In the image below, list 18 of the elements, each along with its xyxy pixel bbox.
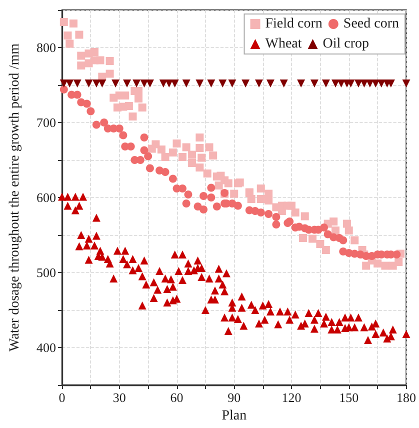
legend-label: Seed corn [343, 16, 400, 32]
x-tick-label: 90 [228, 390, 241, 405]
x-tick-label: 150 [339, 390, 359, 405]
legend-label: Wheat [265, 36, 302, 52]
x-tick-label: 30 [112, 390, 126, 405]
x-tick-label: 180 [396, 390, 416, 405]
x-axis-title: Plan [222, 408, 247, 424]
legend-label: Field corn [265, 16, 322, 32]
y-tick-label: 500 [36, 265, 56, 280]
y-tick-label: 600 [36, 190, 56, 205]
y-tick-label: 400 [36, 340, 56, 355]
legend-label: Oil crop [322, 36, 370, 52]
x-tick-label: 120 [282, 390, 302, 405]
x-tick-label: 60 [170, 390, 184, 405]
x-tick-label: 0 [58, 390, 66, 405]
y-axis-title: Water dosage throughout the entire growth period /mm [8, 43, 22, 352]
y-tick-label: 700 [36, 115, 56, 130]
y-tick-label: 800 [36, 40, 56, 55]
